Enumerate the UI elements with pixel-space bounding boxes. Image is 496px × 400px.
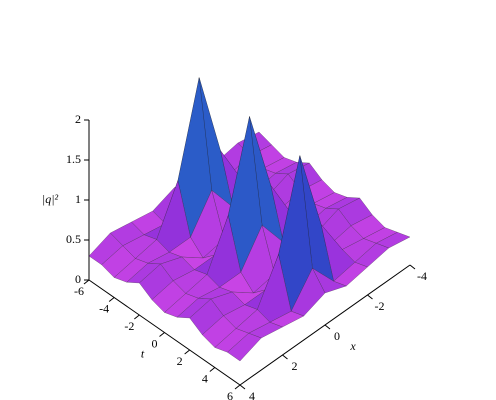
t-tick-label: -4 [99, 301, 109, 315]
t-tick [184, 349, 190, 355]
t-tick-label: -6 [74, 284, 84, 298]
x-axis-label: x [349, 339, 356, 353]
t-tick-label: 0 [152, 336, 158, 350]
z-axis-label: |q|² [42, 192, 59, 206]
x-tick [409, 264, 416, 270]
z-tick-label: 0 [75, 272, 81, 286]
x-tick [324, 324, 331, 330]
t-tick [234, 384, 241, 390]
z-tick-label: 1.5 [66, 152, 81, 166]
t-tick [159, 332, 165, 337]
x-tick [239, 384, 246, 390]
t-tick [209, 367, 216, 372]
t-tick-label: 6 [227, 389, 233, 400]
x-tick-label: 4 [249, 389, 255, 400]
x-tick [367, 294, 373, 300]
t-tick [108, 297, 115, 302]
x-tick-label: 0 [334, 329, 340, 343]
x-tick-label: -2 [375, 299, 385, 313]
x-tick-label: 2 [292, 359, 298, 373]
z-tick-label: 1 [75, 192, 81, 206]
t-tick [83, 279, 90, 285]
t-axis-label: t [141, 346, 145, 360]
t-tick-label: 2 [177, 354, 183, 368]
t-tick [134, 314, 140, 320]
t-tick-label: 4 [202, 371, 208, 385]
surface-patch [227, 333, 262, 362]
t-tick-label: -2 [124, 319, 134, 333]
z-tick-label: 0.5 [66, 232, 81, 246]
x-tick-label: -4 [417, 269, 427, 283]
x-tick [282, 354, 288, 360]
z-tick-label: 2 [75, 112, 81, 126]
